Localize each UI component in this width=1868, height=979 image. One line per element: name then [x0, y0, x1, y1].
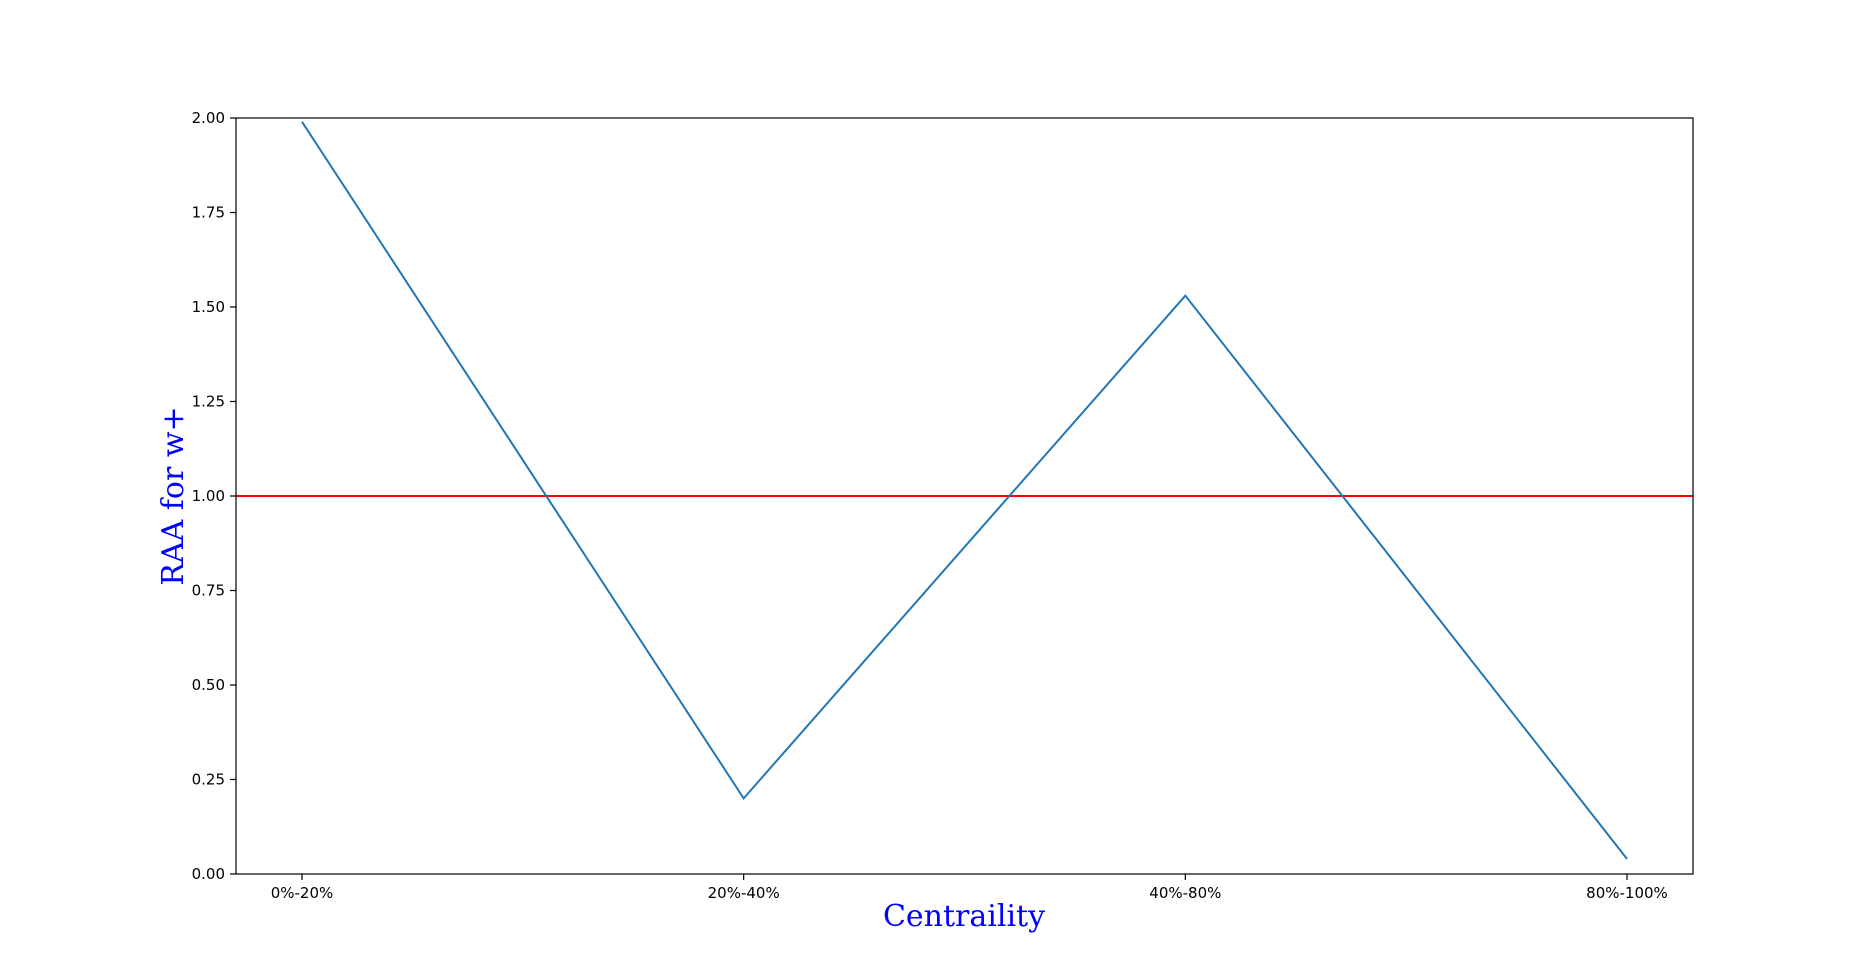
x-tick-label: 80%-100% [1586, 884, 1668, 902]
y-tick-label: 1.50 [192, 298, 225, 316]
y-axis-ticks: 0.00 0.25 0.50 0.75 1.00 1.25 1.50 1.75 2.00 [192, 109, 236, 883]
y-tick-label: 0.75 [192, 582, 225, 600]
y-tick-label: 0.00 [192, 865, 225, 883]
x-tick-label: 0%-20% [271, 884, 334, 902]
y-tick-label: 0.50 [192, 676, 225, 694]
y-tick-label: 0.25 [192, 771, 225, 789]
x-tick-label: 20%-40% [708, 884, 780, 902]
x-tick-label: 40%-80% [1149, 884, 1221, 902]
y-tick-label: 1.75 [192, 204, 225, 222]
x-axis-ticks: 0%-20% 20%-40% 40%-80% 80%-100% [271, 874, 1668, 902]
x-axis-title: Centraility [883, 899, 1045, 934]
series-line [301, 121, 1628, 860]
y-axis-title: RAA for w+ [156, 406, 191, 585]
plot-frame [235, 117, 1694, 875]
y-tick-label: 1.00 [192, 487, 225, 505]
y-tick-label: 2.00 [192, 109, 225, 127]
y-tick-label: 1.25 [192, 393, 225, 411]
